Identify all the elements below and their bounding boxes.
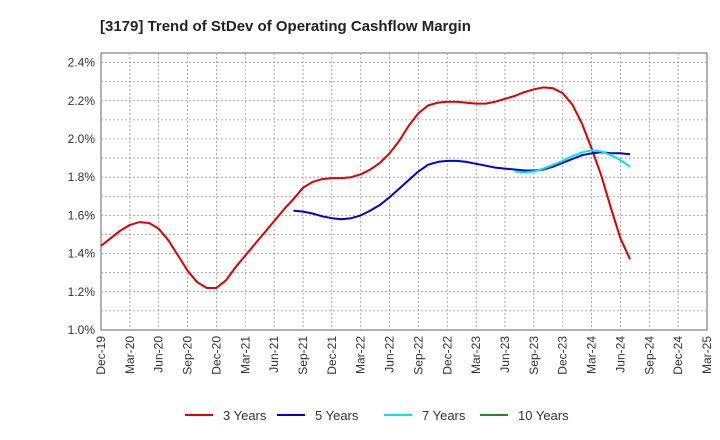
x-tick-label: Sep-20 xyxy=(181,336,195,375)
x-tick-label: Jun-21 xyxy=(267,336,281,373)
x-tick-label: Mar-23 xyxy=(469,336,483,374)
x-tick-label: Jun-22 xyxy=(383,336,397,373)
legend-label: 3 Years xyxy=(223,408,267,423)
x-tick-label: Dec-19 xyxy=(94,336,108,375)
legend-label: 5 Years xyxy=(315,408,359,423)
y-tick-label: 1.6% xyxy=(68,208,96,222)
y-tick-label: 2.4% xyxy=(68,56,96,70)
x-tick-label: Sep-24 xyxy=(642,336,656,375)
x-tick-label: Mar-21 xyxy=(238,336,252,374)
x-tick-label: Mar-24 xyxy=(585,336,599,374)
x-tick-label: Dec-20 xyxy=(209,336,223,375)
x-tick-label: Jun-20 xyxy=(152,336,166,373)
series-line-3-years xyxy=(100,86,631,289)
plot-area xyxy=(100,52,708,331)
legend-label: 7 Years xyxy=(422,408,466,423)
x-tick-label: Dec-21 xyxy=(325,336,339,375)
x-tick-label: Jun-23 xyxy=(498,336,512,373)
y-tick-label: 1.8% xyxy=(68,170,96,184)
x-tick-label: Sep-21 xyxy=(296,336,310,375)
grid xyxy=(101,53,707,330)
legend-label: 10 Years xyxy=(518,408,569,423)
x-tick-label: Dec-22 xyxy=(440,336,454,375)
x-tick-label: Sep-22 xyxy=(411,336,425,375)
y-tick-label: 1.2% xyxy=(68,285,96,299)
x-tick-label: Dec-23 xyxy=(556,336,570,375)
x-tick-label: Mar-22 xyxy=(354,336,368,374)
x-tick-label: Mar-25 xyxy=(700,336,714,374)
x-tick-label: Sep-23 xyxy=(527,336,541,375)
series-lines xyxy=(100,86,631,289)
y-tick-label: 2.2% xyxy=(68,94,96,108)
y-tick-label: 2.0% xyxy=(68,132,96,146)
y-tick-label: 1.4% xyxy=(68,247,96,261)
x-tick-label: Jun-24 xyxy=(613,336,627,373)
x-tick-label: Dec-24 xyxy=(671,336,685,375)
series-line-7-years xyxy=(514,149,631,174)
x-tick-label: Mar-20 xyxy=(123,336,137,374)
y-tick-label: 1.0% xyxy=(68,323,96,337)
x-axis: Dec-19 Mar-20 Jun-20 Sep-20 Dec-20 Mar-21 Jun-… xyxy=(94,336,714,375)
chart-title: [3179] Trend of StDev of Operating Cashf… xyxy=(100,18,471,35)
series-line-5-years xyxy=(293,151,631,221)
y-axis: 1.0% 1.2% 1.4% 1.6% 1.8% 2.0% 2.2% 2.4% xyxy=(68,56,96,337)
legend: 3 Years 5 Years 7 Years 10 Years xyxy=(185,408,569,423)
